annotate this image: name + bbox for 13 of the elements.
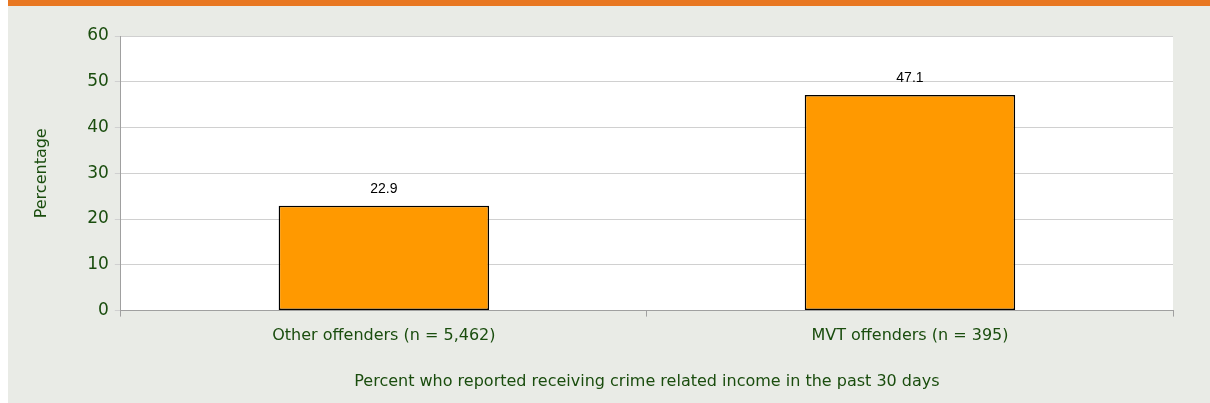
x-tick-label: MVT offenders (n = 395) bbox=[811, 325, 1009, 345]
y-tick-label: 0 bbox=[98, 299, 109, 320]
y-axis-title: Percentage bbox=[30, 128, 50, 219]
y-tick-label: 40 bbox=[87, 115, 109, 136]
x-axis-title: Percent who reported receiving crime related income in the past 30 days bbox=[354, 370, 940, 390]
y-tick-label: 30 bbox=[87, 161, 109, 182]
data-label: 47.1 bbox=[896, 68, 924, 85]
x-tick-label: Other offenders (n = 5,462) bbox=[272, 325, 496, 345]
y-tick-label: 10 bbox=[87, 253, 109, 274]
y-tick-label: 60 bbox=[87, 24, 109, 45]
y-tick-label: 20 bbox=[87, 207, 109, 228]
y-tick-label: 50 bbox=[87, 70, 109, 91]
data-label: 22.9 bbox=[370, 179, 398, 196]
